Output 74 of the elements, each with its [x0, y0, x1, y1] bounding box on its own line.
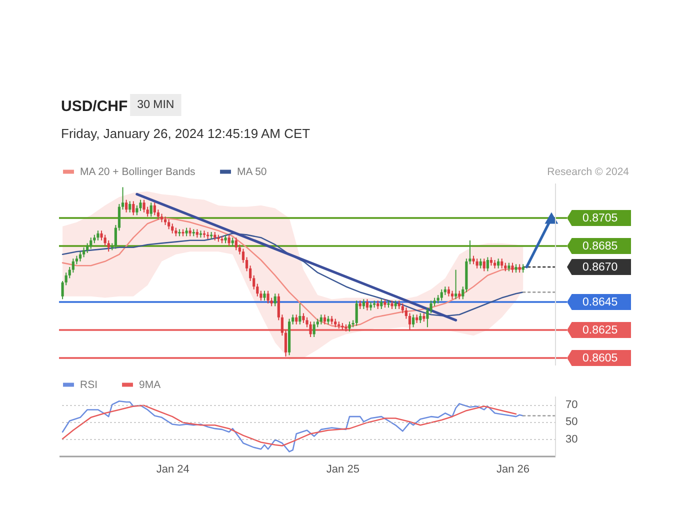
candlestick — [298, 302, 302, 325]
candlestick — [482, 258, 486, 272]
candlestick — [476, 258, 478, 269]
candlestick — [86, 242, 89, 254]
y-tick-label: 0.8645 — [582, 296, 618, 308]
y2-tick-label: 30 — [566, 433, 578, 446]
x-tick-label: Jan 25 — [326, 464, 360, 476]
candlestick — [497, 258, 500, 269]
candlestick — [234, 237, 238, 251]
candlestick — [320, 314, 322, 325]
candlestick — [447, 286, 450, 297]
chart-title: USD/CHF — [61, 98, 128, 115]
y2-tick-label: 50 — [566, 416, 578, 428]
y-tick-label: 0.8685 — [582, 240, 618, 252]
candlestick — [454, 269, 458, 300]
y-tick-label: 0.8670 — [582, 262, 618, 274]
candlestick — [171, 223, 174, 234]
candlestick — [355, 300, 358, 326]
text: 30 MIN — [137, 99, 174, 111]
candlestick — [366, 298, 369, 311]
candlestick — [146, 206, 149, 218]
candlestick — [156, 209, 160, 220]
candlestick — [380, 298, 383, 310]
candlestick — [125, 199, 128, 213]
candlestick — [511, 262, 514, 274]
candlestick — [309, 321, 312, 338]
candlestick — [274, 293, 276, 307]
candlestick — [419, 312, 422, 324]
candlestick — [78, 251, 82, 262]
candlestick — [266, 290, 270, 304]
candlestick — [168, 218, 170, 230]
candlestick — [263, 290, 266, 302]
candlestick — [486, 256, 489, 272]
y2-tick-label: 70 — [566, 399, 578, 412]
candlestick — [90, 237, 92, 250]
candlestick — [302, 312, 305, 324]
candlestick — [96, 230, 100, 241]
line-series — [62, 400, 524, 452]
candlestick — [440, 288, 443, 302]
candlestick — [312, 321, 316, 338]
candlestick — [107, 240, 110, 252]
candlestick — [72, 258, 74, 274]
line-series — [62, 404, 517, 446]
legend-label: MA 20 + Bollinger Bands — [80, 166, 196, 178]
candlestick — [242, 248, 245, 264]
text: Research © 2024 — [547, 166, 630, 178]
candlestick — [132, 200, 135, 216]
y-tick-label: 0.8605 — [582, 352, 618, 364]
candlestick — [408, 312, 412, 330]
candlestick — [412, 314, 415, 328]
candlestick — [362, 298, 365, 310]
legend-label: 9MA — [139, 378, 161, 391]
candlestick — [295, 314, 298, 325]
x-tick-label: Jan 26 — [496, 464, 530, 476]
candlestick — [348, 321, 351, 332]
candlestick — [479, 258, 482, 269]
y-tick-label: 0.8625 — [582, 324, 618, 336]
candlestick — [153, 202, 156, 216]
chart-subtitle: Friday, January 26, 2024 12:45:19 AM CET — [61, 126, 310, 141]
candlestick — [142, 199, 146, 213]
candlestick — [136, 204, 138, 216]
candlestick — [228, 234, 230, 246]
line-series — [62, 217, 524, 328]
candlestick — [150, 202, 152, 218]
candlestick — [82, 246, 86, 258]
candlestick — [323, 314, 326, 325]
legend-label: MA 50 — [237, 166, 267, 178]
y-tick-label: 0.8705 — [582, 212, 618, 224]
x-tick-label: Jan 24 — [156, 464, 190, 476]
legend-label: RSI — [80, 378, 98, 391]
candlestick — [121, 186, 124, 210]
candlestick — [500, 258, 504, 269]
candlestick — [139, 199, 142, 212]
candlestick — [128, 200, 132, 213]
